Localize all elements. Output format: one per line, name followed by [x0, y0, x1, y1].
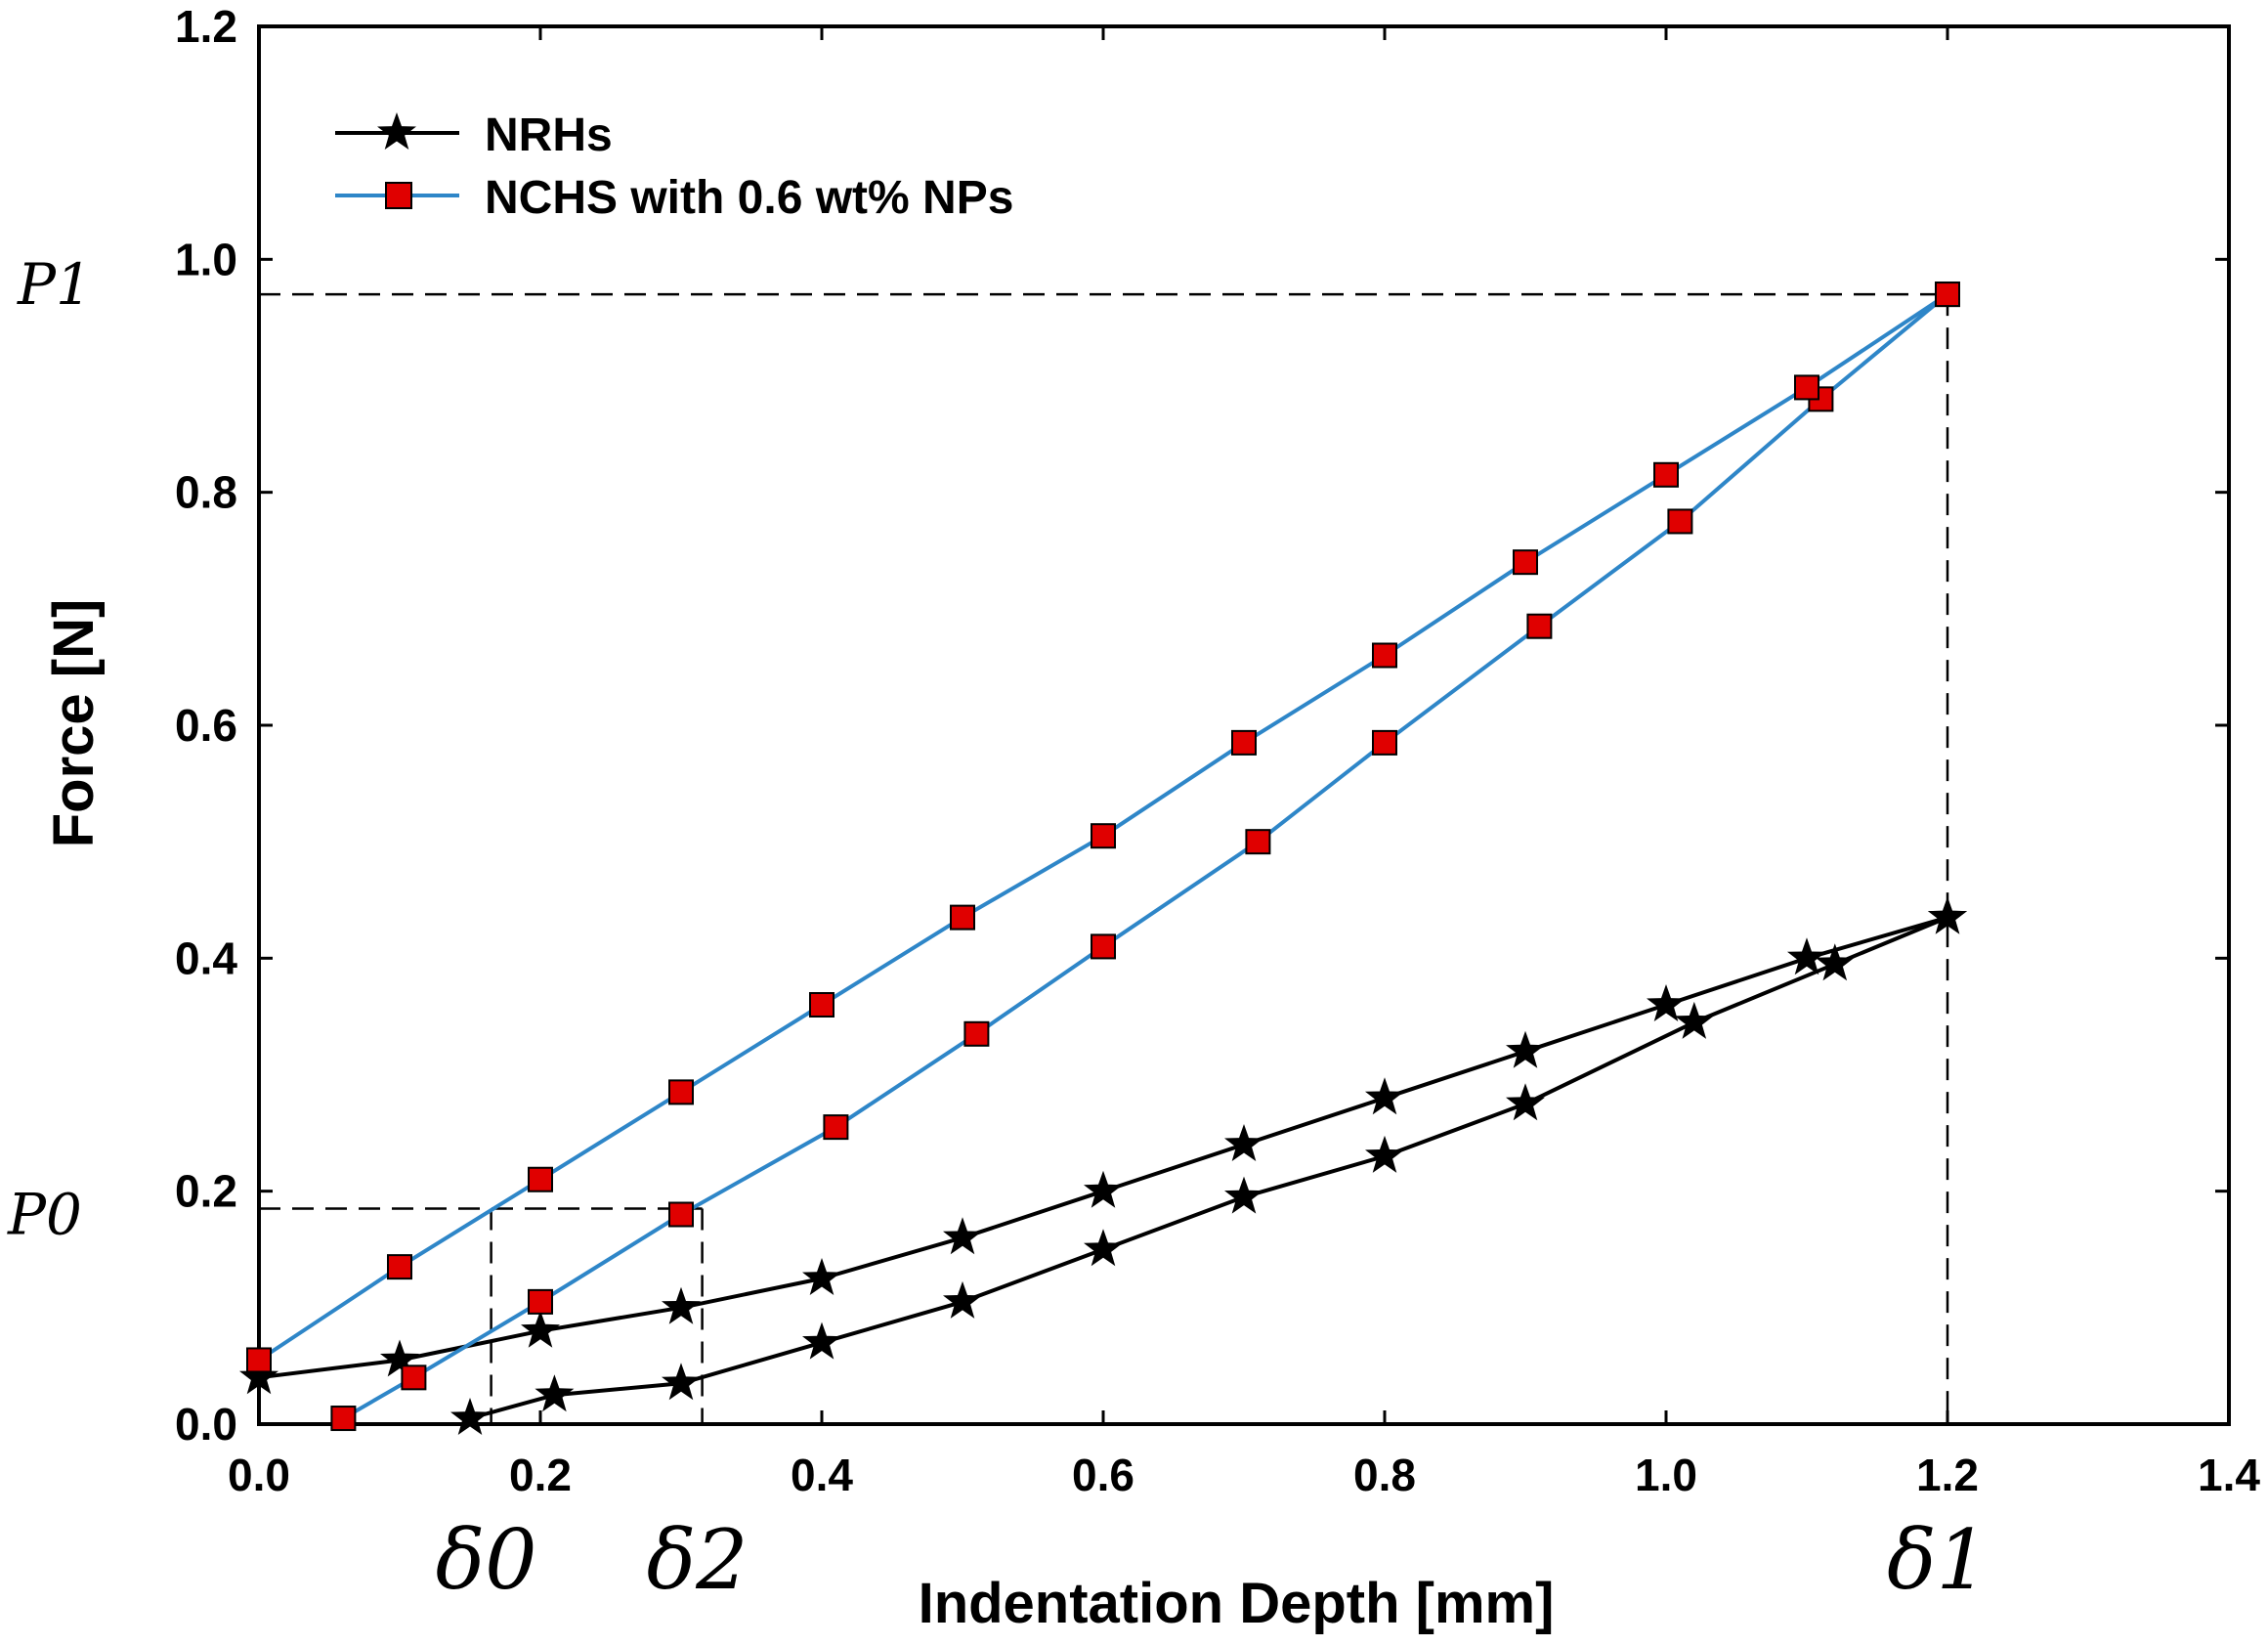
legend: NRHs NCHS with 0.6 wt% NPs — [335, 109, 1013, 224]
data-point-star — [1815, 943, 1855, 981]
x-tick-label: 0.4 — [791, 1450, 853, 1500]
y-tick-label: 0.0 — [175, 1399, 237, 1450]
delta0-label: δ0 — [436, 1512, 537, 1608]
data-point-star — [521, 1310, 560, 1348]
data-point-square — [1667, 508, 1693, 535]
data-point-star — [1787, 937, 1826, 975]
series-line-nchs-loading — [342, 292, 1949, 1420]
data-point-square — [1372, 642, 1397, 669]
series-line-nrhs-loading — [469, 915, 1948, 1420]
data-point-star — [450, 1398, 490, 1435]
legend-marker-star-icon — [377, 112, 416, 150]
data-point-star — [535, 1374, 575, 1412]
legend-label-nchs: NCHS with 0.6 wt% NPs — [485, 172, 1013, 224]
data-point-square — [668, 1201, 694, 1228]
data-point-square — [528, 1166, 553, 1192]
tick-layer: 0.0 0.2 0.4 0.6 0.8 1.0 1.2 1.4 0.0 0.2 0.4 0.6 0.8 1… — [175, 1, 2260, 1500]
annotation-layer: P1 P0 δ0 δ2 δ1 — [7, 251, 1989, 1608]
data-point-star — [802, 1258, 841, 1295]
data-point-square — [823, 1114, 849, 1141]
data-point-star — [662, 1363, 701, 1401]
data-point-star — [380, 1339, 419, 1377]
data-point-star — [1506, 1083, 1545, 1121]
data-point-star — [943, 1217, 982, 1255]
data-point-square — [330, 1406, 357, 1432]
series-line-nrhs-unloading — [258, 915, 1948, 1380]
data-point-star — [662, 1286, 701, 1324]
data-point-star — [1365, 1135, 1404, 1173]
y-tick-label: 1.0 — [175, 234, 237, 284]
data-point-square — [401, 1364, 427, 1391]
legend-label-nrhs: NRHs — [485, 109, 613, 161]
data-point-square — [1245, 829, 1271, 855]
data-point-square — [1526, 613, 1553, 639]
y-tick-label: 0.6 — [175, 700, 237, 751]
data-point-square — [1091, 823, 1116, 849]
y-tick-label: 0.8 — [175, 467, 237, 518]
data-point-square — [950, 904, 975, 931]
delta2-label: δ2 — [647, 1512, 749, 1608]
data-point-star — [1365, 1077, 1404, 1115]
data-point-square — [528, 1288, 553, 1315]
data-point-star — [1084, 1170, 1123, 1208]
x-tick-label: 0.0 — [228, 1450, 290, 1500]
data-point-star — [1084, 1229, 1123, 1267]
y-tick-label: 0.4 — [175, 932, 237, 983]
y-tick-label: 0.2 — [175, 1166, 237, 1217]
data-point-star — [943, 1280, 982, 1319]
data-point-star — [1928, 896, 1967, 934]
data-point-square — [246, 1347, 272, 1373]
x-tick-label: 1.0 — [1635, 1450, 1697, 1500]
x-axis-title: Indentation Depth [mm] — [919, 1572, 1555, 1635]
data-point-star — [1506, 1030, 1545, 1068]
x-tick-label: 1.4 — [2198, 1450, 2260, 1500]
p1-label: P1 — [17, 251, 92, 318]
data-point-square — [1091, 933, 1116, 960]
data-point-square — [1653, 461, 1679, 488]
series-layer — [239, 282, 1967, 1435]
p0-label: P0 — [7, 1182, 82, 1248]
data-point-star — [1224, 1176, 1263, 1214]
data-point-star — [1224, 1124, 1263, 1161]
data-point-star — [239, 1357, 278, 1395]
data-point-square — [1794, 374, 1819, 401]
x-tick-label: 0.8 — [1353, 1450, 1416, 1500]
legend-marker-square-icon — [385, 182, 412, 209]
data-point-square — [809, 992, 834, 1018]
delta1-label: δ1 — [1887, 1512, 1989, 1608]
data-point-square — [963, 1020, 990, 1047]
data-point-square — [387, 1254, 412, 1280]
data-point-square — [1231, 729, 1257, 756]
data-point-square — [1935, 282, 1960, 308]
data-point-star — [802, 1321, 841, 1360]
data-point-square — [668, 1079, 694, 1105]
y-axis-title: Force [N] — [42, 599, 106, 848]
data-point-star — [1674, 1001, 1714, 1039]
plot-frame — [257, 24, 2231, 1426]
y-tick-label: 1.2 — [175, 1, 237, 52]
data-point-square — [1372, 729, 1397, 756]
x-tick-label: 1.2 — [1916, 1450, 1979, 1500]
plot-frame-layer — [257, 24, 2231, 1426]
x-tick-label: 0.6 — [1072, 1450, 1134, 1500]
x-tick-label: 0.2 — [509, 1450, 572, 1500]
data-point-star — [1647, 984, 1686, 1021]
data-point-square — [1513, 549, 1538, 576]
